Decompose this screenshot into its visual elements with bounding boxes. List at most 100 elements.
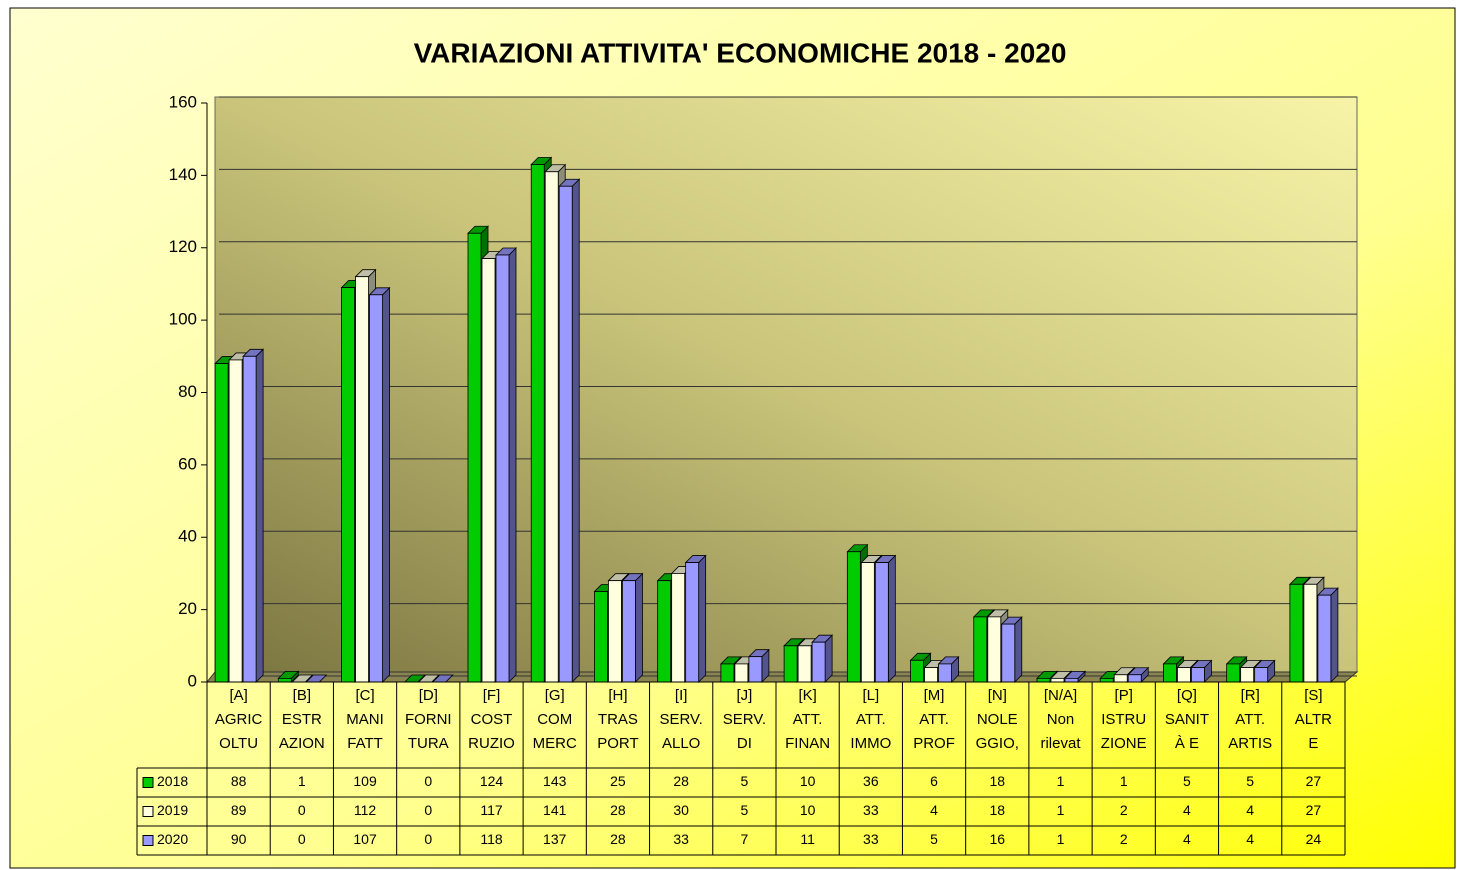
y-tick-label: 140: [169, 165, 197, 184]
bar: [846, 551, 861, 683]
table-cell: 4: [1246, 831, 1254, 847]
table-cell: 27: [1306, 802, 1322, 818]
x-tick-label: [S]: [1304, 687, 1322, 704]
x-tick-label: TURA: [408, 735, 449, 752]
x-tick-label: COST: [471, 711, 513, 728]
y-tick-label: 40: [178, 527, 197, 546]
bar: [467, 232, 482, 683]
y-tick-label: 160: [169, 92, 197, 111]
x-tick-label: SANIT: [1165, 711, 1209, 728]
bar: [1036, 677, 1051, 683]
bar: [355, 276, 369, 683]
bar: [811, 641, 826, 683]
table-cell: 2: [1120, 802, 1128, 818]
x-tick-label: [Q]: [1177, 687, 1197, 704]
x-tick-label: [N]: [988, 687, 1007, 704]
table-cell: 0: [424, 773, 432, 789]
table-cell: 5: [1246, 773, 1254, 789]
x-tick-label: SERV.: [723, 711, 766, 728]
bar-side: [824, 634, 833, 683]
table-cell: 11: [800, 831, 815, 847]
bar-side: [635, 572, 643, 683]
bar: [277, 677, 292, 683]
chart-title: VARIAZIONI ATTIVITA' ECONOMICHE 2018 - 2…: [414, 37, 1067, 68]
x-tick-label: PORT: [597, 735, 638, 752]
x-tick-label: [P]: [1115, 687, 1133, 704]
table-cell: 1: [1057, 773, 1065, 789]
bar: [657, 580, 672, 683]
bar: [1240, 667, 1255, 683]
table-cell: 6: [930, 773, 938, 789]
bar: [1050, 677, 1065, 683]
bar: [973, 616, 988, 683]
bar-side: [1014, 616, 1023, 683]
x-tick-label: ARTIS: [1228, 735, 1272, 752]
table-cell: 141: [543, 802, 567, 818]
table-cell: 117: [480, 802, 503, 818]
table-cell: 28: [673, 773, 689, 789]
x-tick-label: ISTRU: [1101, 711, 1146, 728]
table-cell: 1: [298, 773, 306, 789]
table-cell: 1: [1120, 773, 1128, 789]
table-cell: 0: [424, 831, 432, 847]
bar: [1099, 677, 1114, 683]
bar: [622, 580, 636, 683]
table-cell: 107: [353, 831, 377, 847]
bar: [924, 667, 938, 683]
x-tick-label: ESTR: [282, 711, 322, 728]
bar: [1254, 667, 1269, 683]
bar-side: [382, 286, 390, 683]
table-cell: 112: [354, 802, 377, 818]
bar: [558, 185, 573, 683]
x-tick-label: [G]: [545, 687, 565, 704]
bar: [685, 562, 700, 683]
bar: [1303, 583, 1318, 683]
table-cell: 124: [480, 773, 504, 789]
bar: [987, 616, 1002, 683]
x-tick-label: [K]: [798, 687, 816, 704]
x-tick-label: COM: [537, 711, 572, 728]
table-cell: 33: [673, 831, 689, 847]
bar: [341, 287, 355, 683]
x-tick-label: [I]: [675, 687, 688, 704]
bar: [1191, 667, 1205, 683]
x-tick-label: Non: [1047, 711, 1075, 728]
bar-side: [698, 554, 707, 683]
x-tick-label: PROF: [913, 735, 955, 752]
bar-side: [887, 554, 896, 683]
bar: [481, 258, 496, 683]
table-cell: 0: [298, 802, 306, 818]
x-tick-label: [F]: [483, 687, 501, 704]
x-tick-label: TRAS: [598, 711, 638, 728]
x-tick-label: MANI: [346, 711, 384, 728]
bar: [242, 355, 257, 683]
bar-side: [508, 247, 517, 683]
table-cell: 25: [610, 773, 626, 789]
table-cell: 18: [989, 773, 1005, 789]
bar: [214, 363, 229, 683]
table-cell: 33: [863, 802, 879, 818]
legend-key: [142, 806, 154, 817]
bar: [671, 573, 686, 683]
bar: [938, 663, 952, 683]
x-tick-label: [A]: [229, 687, 247, 704]
table-cell: 7: [740, 831, 748, 847]
x-tick-label: MERC: [533, 735, 577, 752]
x-tick-label: DI: [737, 735, 752, 752]
bar-side: [571, 178, 580, 683]
legend-label: 2020: [157, 831, 188, 847]
bar: [594, 591, 608, 683]
x-tick-label: GGIO,: [976, 735, 1019, 752]
bar: [369, 294, 383, 683]
x-tick-label: [L]: [862, 687, 879, 704]
x-tick-label: FORNI: [405, 711, 452, 728]
bar: [495, 254, 510, 683]
bar: [910, 659, 924, 683]
table-cell: 33: [863, 831, 879, 847]
x-tick-label: [C]: [355, 687, 374, 704]
bar: [544, 171, 559, 683]
x-tick-label: FATT: [347, 735, 383, 752]
bar: [1001, 623, 1016, 683]
table-cell: 16: [989, 831, 1005, 847]
